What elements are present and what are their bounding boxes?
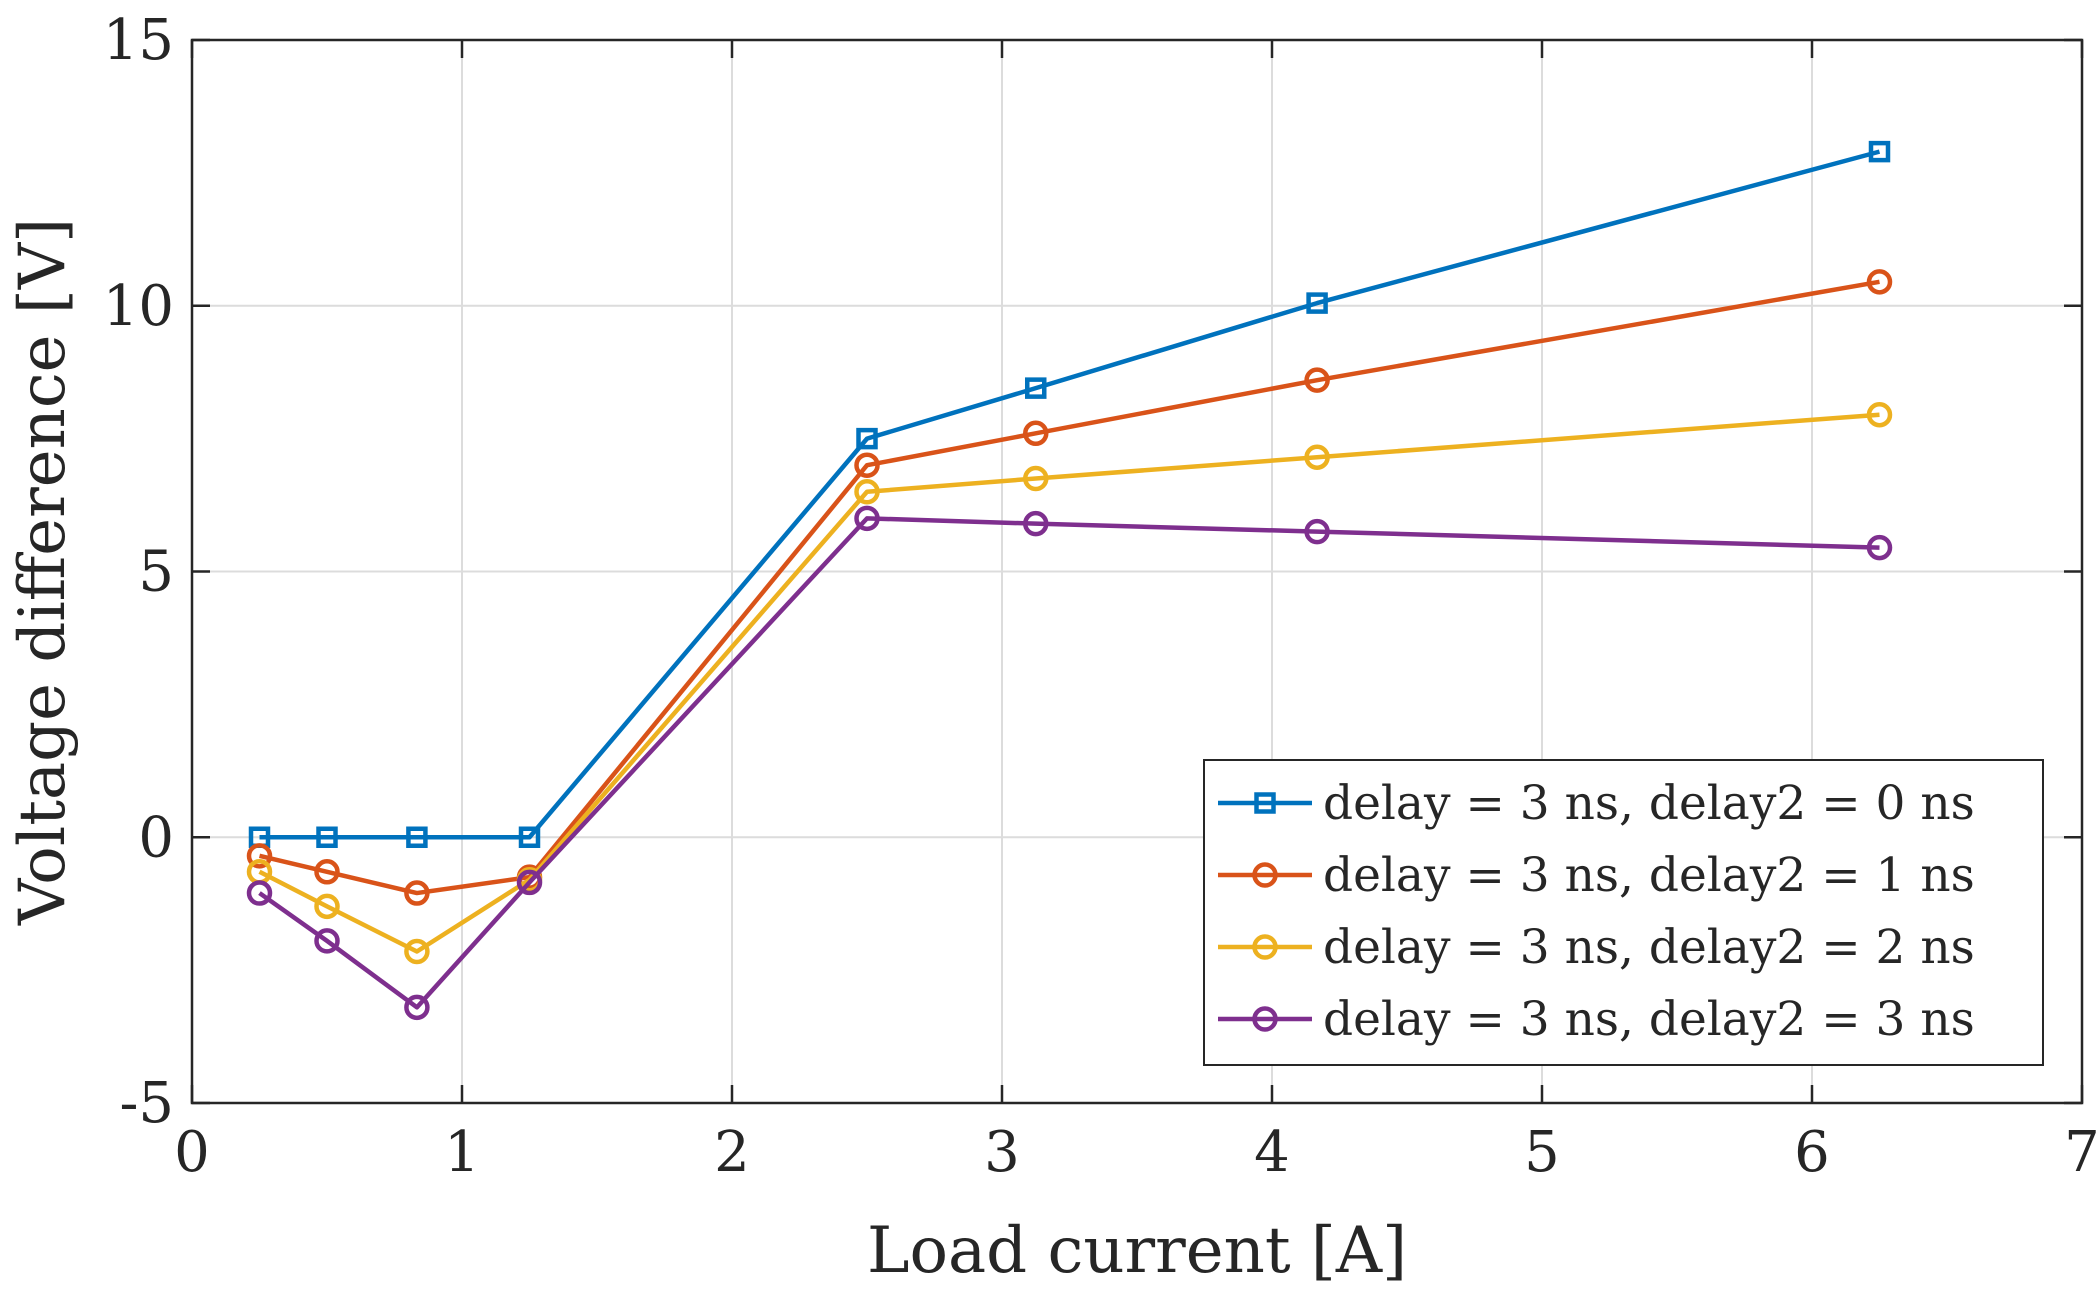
data-point: [246, 880, 273, 906]
x-tick-label: 4: [1254, 1120, 1290, 1185]
y-tick-label: 15: [103, 8, 174, 73]
data-point: [1023, 420, 1049, 447]
legend-marker: [1252, 862, 1278, 888]
legend-marker: [1254, 792, 1276, 814]
data-point: [406, 826, 428, 848]
x-tick-label: 5: [1524, 1120, 1560, 1185]
data-point: [1868, 140, 1891, 163]
legend-item: delay = 3 ns, delay2 = 1 ns: [1218, 848, 1975, 903]
legend-label: delay = 3 ns, delay2 = 3 ns: [1323, 992, 1975, 1047]
y-axis-label: Voltage difference [V]: [6, 218, 80, 926]
legend: delay = 3 ns, delay2 = 0 ns delay = 3 ns,…: [1203, 759, 2044, 1066]
y-tick-label: 10: [103, 274, 174, 339]
series-line: [258, 516, 1880, 1010]
y-tick-label: 5: [138, 540, 174, 605]
legend-marker: [1252, 1006, 1278, 1032]
x-tick-label: 3: [984, 1120, 1020, 1185]
series-layer: [246, 140, 1893, 1021]
data-point: [246, 843, 273, 869]
legend-marker: [1252, 934, 1278, 960]
data-point: [854, 479, 880, 505]
data-point: [1304, 444, 1330, 470]
data-point: [314, 859, 340, 885]
series-line: [258, 279, 1880, 896]
legend-item: delay = 3 ns, delay2 = 3 ns: [1218, 992, 1975, 1047]
data-point: [1025, 377, 1047, 399]
data-point: [854, 505, 880, 532]
series-line: [258, 412, 1880, 954]
legend-item: delay = 3 ns, delay2 = 0 ns: [1218, 776, 1975, 831]
series-2: [246, 269, 1893, 906]
legend-item: delay = 3 ns, delay2 = 2 ns: [1218, 920, 1975, 975]
data-point: [854, 452, 880, 478]
legend-label: delay = 3 ns, delay2 = 2 ns: [1323, 920, 1975, 975]
data-point: [1023, 510, 1049, 537]
legend-label: delay = 3 ns, delay2 = 0 ns: [1323, 776, 1975, 831]
data-point: [314, 928, 340, 954]
legend-label: delay = 3 ns, delay2 = 1 ns: [1323, 848, 1975, 903]
y-tick-label: 0: [138, 805, 174, 870]
data-point: [404, 938, 430, 965]
series-line: [259, 149, 1881, 840]
data-point: [404, 880, 430, 906]
x-tick-label: 7: [2064, 1120, 2100, 1185]
x-tick-label: 2: [714, 1120, 750, 1185]
data-point: [404, 994, 430, 1021]
data-point: [1023, 465, 1049, 492]
data-point: [1306, 292, 1328, 314]
data-point: [1866, 401, 1893, 428]
x-axis-label: Load current [A]: [867, 1214, 1407, 1288]
data-point: [1304, 518, 1330, 545]
x-tick-label: 1: [444, 1120, 480, 1185]
data-point: [1304, 367, 1330, 393]
data-point: [516, 869, 543, 896]
data-point: [1866, 534, 1893, 561]
data-point: [316, 826, 338, 848]
data-point: [518, 826, 541, 848]
data-point: [1866, 269, 1893, 295]
data-point: [314, 893, 340, 920]
data-point: [856, 427, 878, 450]
y-tick-label: -5: [119, 1071, 174, 1136]
x-tick-label: 0: [174, 1120, 210, 1185]
legend-box: [1203, 759, 2044, 1066]
x-tick-label: 6: [1794, 1120, 1830, 1185]
series-4: [246, 505, 1893, 1021]
